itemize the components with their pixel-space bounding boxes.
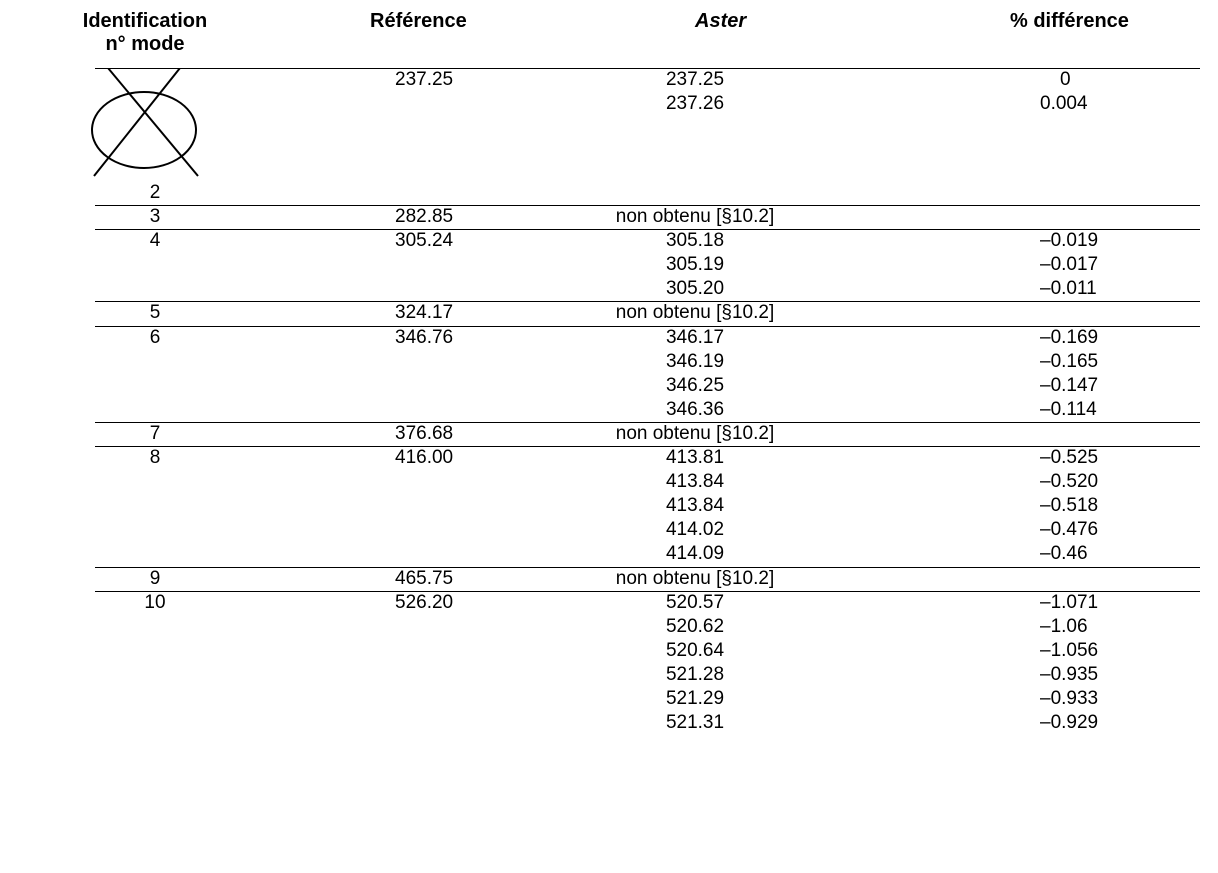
pct-difference-value: –0.520 [1040, 471, 1099, 493]
header-identification: Identification n° mode [60, 10, 230, 56]
pct-difference-value: –0.114 [1040, 398, 1097, 420]
aster-value: 521.28 [665, 663, 725, 685]
reference-value: 416.00 [395, 447, 454, 468]
pct-difference-value: –0.46 [1040, 543, 1088, 565]
pct-difference-value: –0.525 [1040, 447, 1099, 468]
row-divider [95, 446, 1200, 447]
header-mode-label: n° mode [105, 33, 185, 55]
aster-value: 520.64 [665, 639, 725, 661]
pct-difference-value: –0.017 [1040, 254, 1099, 276]
pct-difference-value: –0.019 [1040, 230, 1099, 252]
reference-value: 282.85 [395, 206, 454, 227]
aster-value: non obtenu [§10.2] [615, 567, 775, 589]
row-divider [95, 301, 1200, 303]
mode-number: 2 [149, 182, 161, 203]
pct-difference-value: –0.935 [1040, 663, 1099, 685]
aster-value: 413.84 [665, 495, 725, 517]
mode-number: 3 [149, 206, 161, 227]
aster-value: 413.81 [665, 447, 725, 468]
header-pct-difference: % différence [1010, 10, 1129, 32]
mode-number: 5 [149, 302, 161, 324]
pct-difference-value: 0.004 [1040, 93, 1088, 115]
reference-value: 465.75 [395, 567, 454, 589]
aster-value: 346.19 [665, 350, 725, 372]
aster-value: 520.62 [665, 615, 725, 637]
aster-value: 414.09 [665, 543, 725, 565]
mode-number: 9 [149, 567, 161, 589]
pct-difference-value: –0.518 [1040, 495, 1099, 517]
reference-value: 305.24 [395, 230, 454, 252]
pct-difference-value: –0.011 [1040, 278, 1097, 300]
pct-difference-value: –0.147 [1040, 374, 1099, 396]
pct-difference-value: –0.933 [1040, 688, 1099, 709]
header-aster: Aster [695, 10, 747, 32]
reference-value: 237.25 [395, 69, 454, 90]
mode-number: 10 [144, 591, 166, 613]
aster-value: non obtenu [§10.2] [615, 206, 775, 227]
reference-value: 526.20 [395, 591, 454, 613]
aster-value: 413.84 [665, 471, 725, 493]
row-divider [95, 325, 1200, 327]
pct-difference-value: –0.929 [1040, 712, 1099, 734]
mode-number: 8 [149, 447, 161, 468]
aster-value: 414.02 [665, 519, 725, 541]
aster-value: 346.25 [665, 374, 725, 396]
pct-difference-value: –1.056 [1040, 639, 1099, 661]
aster-value: 305.18 [665, 230, 725, 252]
row-divider [95, 566, 1200, 568]
header-identification-label: Identification [82, 10, 208, 32]
aster-value: 346.36 [665, 398, 725, 420]
reference-value: 346.76 [395, 326, 454, 348]
reference-value: 324.17 [395, 302, 454, 324]
aster-value: non obtenu [§10.2] [615, 422, 775, 444]
pct-difference-value: –0.476 [1040, 519, 1099, 541]
reference-value: 376.68 [395, 422, 454, 444]
pct-difference-value: –1.06 [1040, 615, 1088, 637]
aster-value: 521.29 [665, 688, 725, 709]
aster-value: 305.19 [665, 254, 725, 276]
mode-number: 6 [149, 326, 161, 348]
row-divider [95, 205, 1200, 206]
aster-value: 521.31 [665, 712, 725, 734]
header-reference: Référence [370, 10, 467, 32]
aster-value: 346.17 [665, 326, 725, 348]
aster-value: 237.25 [665, 69, 725, 90]
pct-difference-value: 0 [1060, 69, 1071, 90]
crossed-ellipse-icon [91, 68, 199, 177]
row-divider [95, 590, 1200, 592]
pct-difference-value: –0.165 [1040, 350, 1099, 372]
row-divider [95, 421, 1200, 423]
row-divider [95, 68, 1200, 69]
aster-value: 520.57 [665, 591, 725, 613]
pct-difference-value: –1.071 [1040, 591, 1099, 613]
mode-number: 4 [149, 230, 161, 252]
aster-value: 237.26 [665, 93, 725, 115]
pct-difference-value: –0.169 [1040, 326, 1099, 348]
row-divider [95, 229, 1200, 231]
aster-value: 305.20 [665, 278, 725, 300]
mode-number: 7 [149, 422, 161, 444]
aster-value: non obtenu [§10.2] [615, 302, 775, 324]
